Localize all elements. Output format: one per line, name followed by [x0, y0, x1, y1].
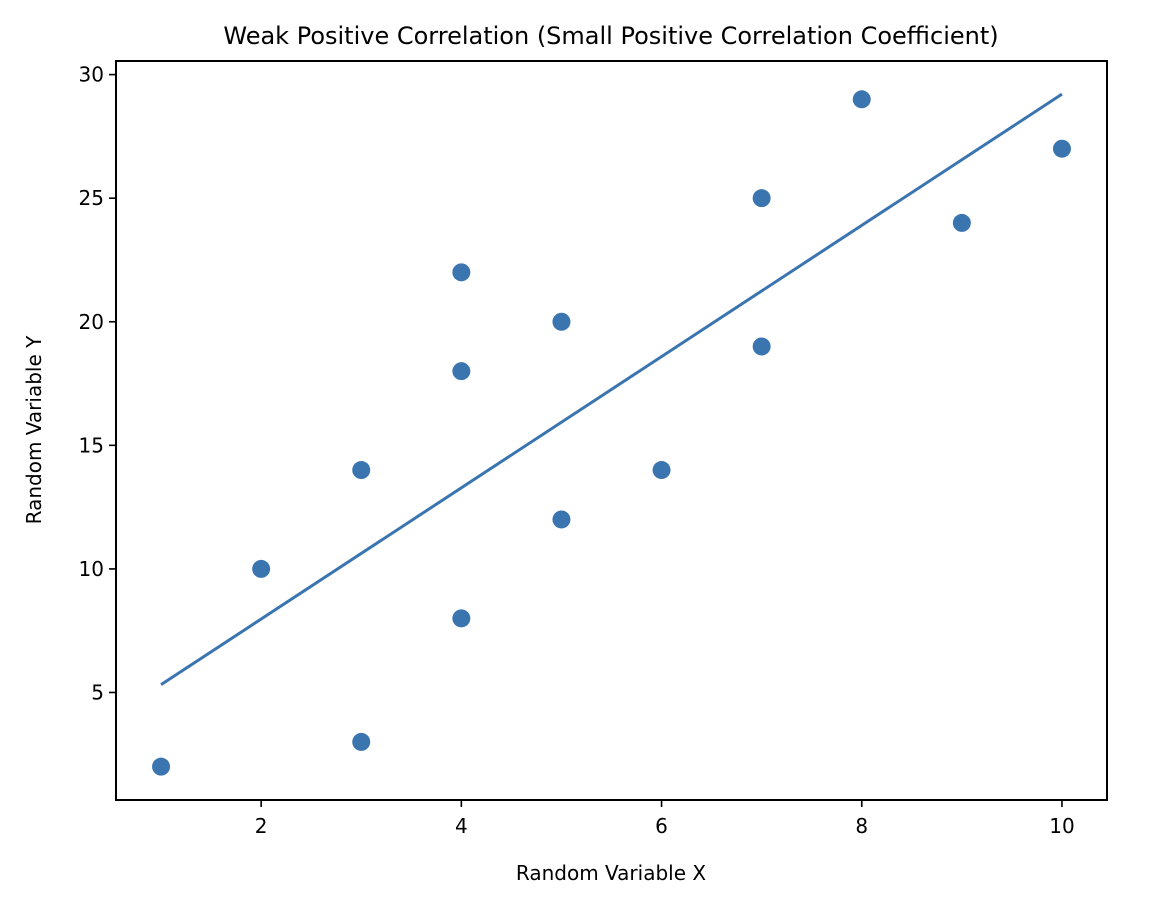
- x-axis: 2 4 6 8 10: [255, 800, 1075, 838]
- data-point: [352, 461, 371, 480]
- data-point: [452, 362, 471, 381]
- x-tick-label: 6: [655, 814, 668, 838]
- regression-line: [160, 92, 1063, 686]
- x-tick-label: 2: [255, 814, 268, 838]
- data-point: [552, 312, 571, 331]
- y-tick-label: 20: [79, 310, 104, 334]
- x-tick-label: 4: [455, 814, 468, 838]
- data-point: [452, 609, 471, 628]
- data-point: [952, 213, 971, 232]
- data-point: [652, 461, 671, 480]
- y-tick-label: 5: [91, 680, 104, 704]
- y-tick-label: 15: [79, 433, 104, 457]
- x-tick-label: 10: [1049, 814, 1074, 838]
- data-point: [752, 337, 771, 356]
- y-tick-label: 30: [79, 63, 104, 87]
- y-axis-label: Random Variable Y: [22, 335, 46, 524]
- data-point: [552, 510, 571, 529]
- y-tick-label: 25: [79, 186, 104, 210]
- y-tick-label: 10: [79, 557, 104, 581]
- data-point: [852, 90, 871, 109]
- x-axis-label: Random Variable X: [516, 861, 706, 885]
- x-tick-label: 8: [855, 814, 868, 838]
- y-axis: 5 10 15 20 25 30: [79, 63, 116, 704]
- data-point: [252, 559, 271, 578]
- axes-frame: [115, 60, 1108, 801]
- data-point: [1052, 139, 1071, 158]
- chart-title: Weak Positive Correlation (Small Positiv…: [223, 22, 998, 50]
- data-point: [752, 189, 771, 208]
- data-point: [352, 732, 371, 751]
- plot-area: [152, 90, 1071, 776]
- data-point: [152, 757, 171, 776]
- data-point: [452, 263, 471, 282]
